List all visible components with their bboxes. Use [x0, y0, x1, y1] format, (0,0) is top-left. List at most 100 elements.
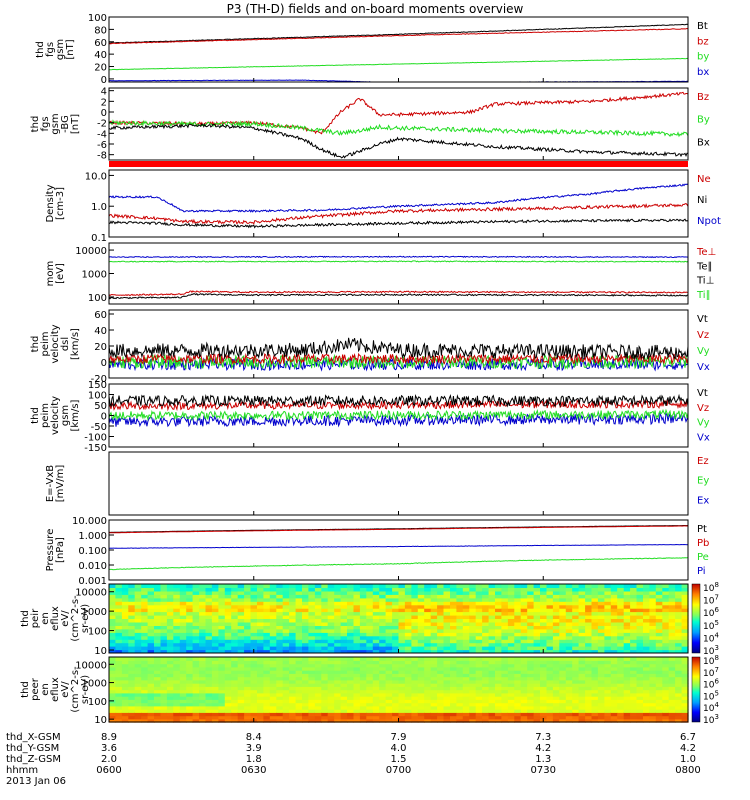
- spectrogram-cell: [199, 584, 207, 588]
- spectrogram-cell: [321, 608, 329, 613]
- spectrogram-cell: [334, 715, 342, 720]
- spectrogram-cell: [379, 635, 387, 640]
- spectrogram-cell: [469, 699, 477, 704]
- spectrogram-cell: [109, 608, 116, 613]
- spectrogram-cell: [630, 628, 638, 633]
- spectrogram-cell: [668, 622, 676, 626]
- spectrogram-cell: [597, 604, 605, 609]
- spectrogram-cell: [520, 696, 528, 700]
- spectrogram-cell: [533, 622, 541, 626]
- spectrogram-cell: [321, 660, 329, 665]
- spectrogram-cell: [597, 601, 605, 606]
- y-tick-label: 0.010: [78, 561, 107, 572]
- spectrogram-cell: [662, 618, 670, 623]
- spectrogram-cell: [675, 692, 683, 697]
- spectrogram-cell: [392, 670, 400, 674]
- spectrogram-cell: [237, 686, 245, 691]
- spectrogram-cell: [199, 679, 207, 684]
- spectrogram-cell: [533, 709, 541, 713]
- spectrogram-cell: [546, 635, 554, 640]
- spectrogram-cell: [372, 635, 380, 640]
- spectrogram-cell: [443, 584, 451, 588]
- spectrogram-cell: [675, 628, 683, 633]
- spectrogram-cell: [630, 601, 638, 606]
- spectrogram-cell: [379, 696, 387, 700]
- spectrogram-cell: [552, 625, 560, 630]
- spectrogram-cell: [372, 676, 380, 681]
- spectrogram-cell: [617, 635, 625, 640]
- spectrogram-cell: [385, 584, 393, 588]
- spectrogram-cell: [263, 601, 271, 606]
- spectrogram-cell: [623, 660, 631, 665]
- spectrogram-cell: [302, 715, 309, 720]
- spectrogram-cell: [540, 628, 547, 633]
- spectrogram-cell: [166, 663, 174, 668]
- spectrogram-cell: [282, 646, 290, 651]
- spectrogram-cell: [630, 673, 638, 678]
- spectrogram-cell: [501, 718, 509, 723]
- spectrogram-cell: [257, 635, 264, 640]
- spectrogram-cell: [675, 705, 683, 710]
- spectrogram-cell: [186, 632, 194, 637]
- spectrogram-cell: [134, 604, 142, 609]
- spectrogram-cell: [282, 642, 290, 647]
- spectrogram-cell: [218, 676, 226, 681]
- spectrogram-cell: [366, 639, 374, 644]
- spectrogram-cell: [231, 702, 239, 707]
- spectrogram-cell: [276, 584, 284, 588]
- spectrogram-cell: [443, 597, 451, 602]
- spectrogram-cell: [269, 712, 277, 717]
- spectrogram-cell: [237, 618, 245, 623]
- y-tick-label: -8: [97, 151, 107, 162]
- spectrogram-cell: [379, 670, 387, 674]
- spectrogram-cell: [179, 604, 187, 609]
- spectrogram-cell: [244, 590, 252, 595]
- spectrogram-cell: [462, 670, 470, 674]
- spectrogram-cell: [514, 597, 522, 602]
- spectrogram-cell: [437, 635, 445, 640]
- spectrogram-cell: [520, 692, 528, 697]
- spectrogram-cell: [527, 715, 535, 720]
- spectrogram-cell: [366, 590, 374, 595]
- spectrogram-cell: [276, 590, 284, 595]
- spectrogram-cell: [411, 696, 419, 700]
- spectrogram-cell: [211, 587, 219, 592]
- spectrogram-cell: [495, 676, 502, 681]
- spectrogram-cell: [437, 663, 445, 668]
- spectrogram-cell: [250, 608, 258, 613]
- spectrogram-cell: [475, 689, 483, 694]
- spectrogram-cell: [141, 670, 149, 674]
- spectrogram-cell: [623, 590, 631, 595]
- spectrogram-cell: [327, 608, 335, 613]
- spectrogram-cell: [417, 686, 425, 691]
- spectrogram-cell: [244, 635, 252, 640]
- spectrogram-cell: [295, 663, 303, 668]
- spectrogram-cell: [211, 709, 219, 713]
- spectrogram-cell: [340, 689, 348, 694]
- y-tick-label: 20: [94, 63, 107, 74]
- spectrogram-cell: [443, 692, 451, 697]
- spectrogram-cell: [610, 622, 618, 626]
- spectrogram-cell: [121, 689, 129, 694]
- spectrogram-cell: [604, 608, 612, 613]
- spectrogram-cell: [636, 657, 644, 661]
- spectrogram-cell: [501, 601, 509, 606]
- spectrogram-cell: [578, 594, 586, 599]
- spectrogram-cell: [591, 718, 599, 723]
- y-tick-label: 10.000: [72, 516, 107, 527]
- spectrogram-cell: [475, 632, 483, 637]
- spectrogram-cell: [166, 657, 174, 661]
- spectrogram-cell: [334, 689, 342, 694]
- ephemeris-value: 4.2: [535, 743, 552, 754]
- spectrogram-cell: [520, 663, 528, 668]
- spectrogram-cell: [462, 587, 470, 592]
- spectrogram-cell: [456, 676, 464, 681]
- spectrogram-cell: [591, 689, 599, 694]
- spectrogram-cell: [314, 673, 322, 678]
- spectrogram-cell: [289, 604, 297, 609]
- spectrogram-cell: [681, 657, 689, 661]
- spectrogram-cell: [462, 590, 470, 595]
- spectrogram-cell: [617, 673, 625, 678]
- spectrogram-cell: [282, 584, 290, 588]
- spectrogram-cell: [643, 632, 650, 637]
